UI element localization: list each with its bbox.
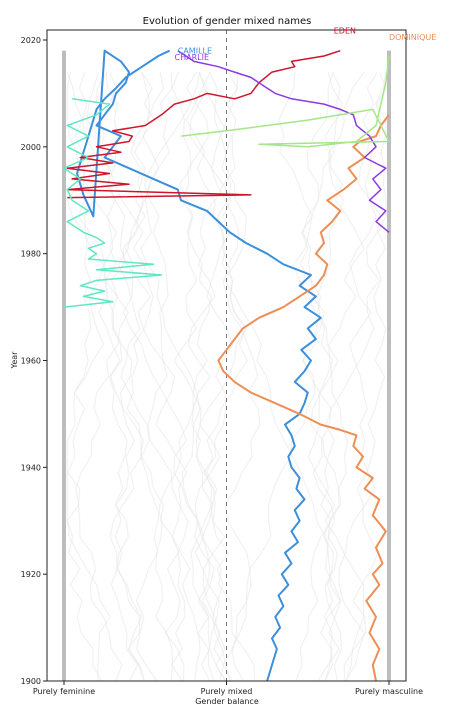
series-line-unlabeled-5 (180, 55, 390, 148)
background-name-line (122, 72, 220, 682)
background-name-line (292, 71, 365, 682)
y-tick-label: 1900 (21, 677, 41, 686)
background-name-line (66, 71, 130, 682)
y-tick-label: 1920 (21, 570, 41, 579)
y-tick-label: 1980 (21, 250, 41, 259)
x-tick-label: Purely mixed (201, 687, 253, 696)
series-lines (63, 49, 390, 682)
background-name-line (277, 72, 342, 682)
y-tick-label: 2000 (21, 143, 41, 152)
background-name-line (212, 72, 341, 682)
background-name-line (343, 71, 387, 682)
series-label-camille: CAMILLE (178, 46, 212, 55)
background-name-line (322, 71, 365, 682)
y-axis-label: Year (10, 351, 19, 370)
x-axis-label: Gender balance (195, 697, 259, 706)
series-line-dominique (217, 114, 390, 682)
background-name-line (338, 72, 387, 682)
series-label-eden: EDEN (334, 27, 356, 36)
y-tick-label: 1940 (21, 463, 41, 472)
series-line-charlie (177, 50, 390, 233)
background-name-line (222, 71, 346, 682)
y-tick-label: 2020 (21, 36, 41, 45)
boundary-bars (62, 50, 391, 681)
background-name-line (171, 71, 226, 682)
series-line-unlabeled-4 (63, 98, 163, 308)
axis-ticks: 1900 1920 1940 1960 1980 2000 2020 Purely femin… (21, 36, 423, 696)
y-tick-label: 1960 (21, 357, 41, 366)
background-name-line (189, 71, 234, 682)
background-name-line (312, 71, 382, 682)
background-name-line (209, 71, 261, 682)
series-line-eden (66, 49, 341, 199)
background-name-line (66, 71, 145, 682)
background-name-line (135, 71, 216, 682)
background-name-lines (66, 71, 387, 682)
x-tick-label: Purely feminine (33, 687, 95, 696)
background-name-line (143, 71, 201, 682)
background-name-line (67, 72, 123, 682)
x-tick-label: Purely masculine (355, 687, 423, 696)
background-name-line (66, 71, 112, 682)
series-label-dominique: DOMINIQUE (389, 33, 436, 42)
series-label-charlie: CHARLIE (175, 53, 210, 62)
background-name-line (181, 71, 227, 682)
background-name-line (302, 71, 365, 682)
chart-title: Evolution of gender mixed names (143, 16, 312, 27)
background-name-line (190, 71, 248, 682)
